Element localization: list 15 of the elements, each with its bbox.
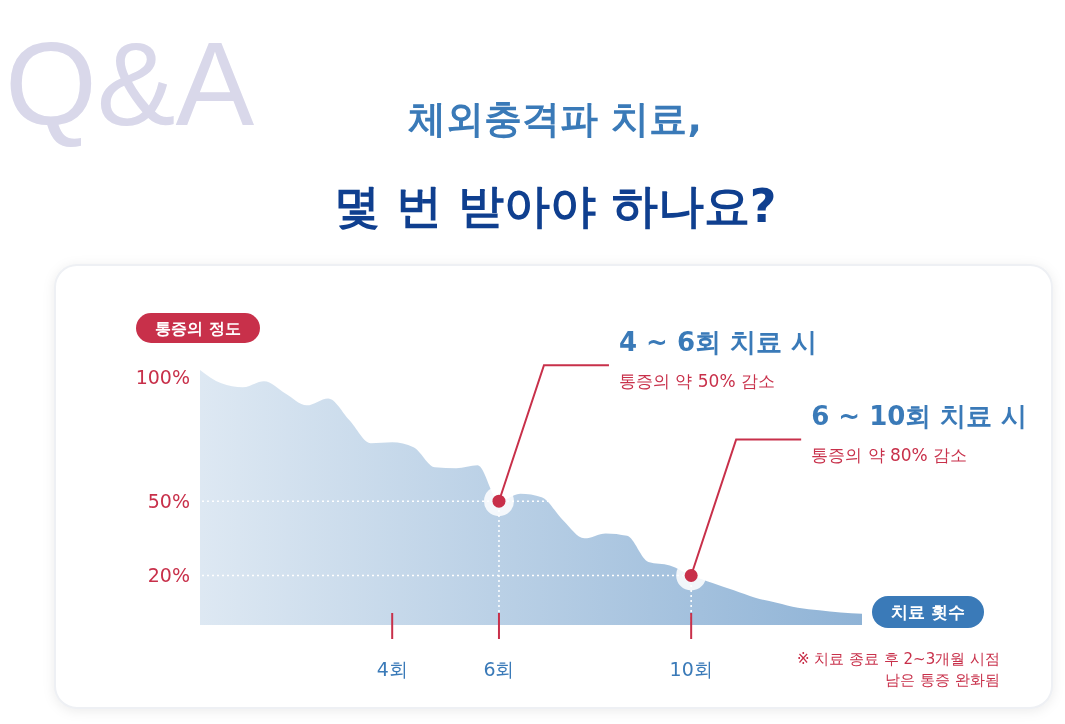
- chart-title: 체외충격파 치료,: [408, 97, 702, 141]
- x-tick-label: 10회: [669, 658, 713, 680]
- annotation: 6 ~ 10회 치료 시: [811, 401, 1028, 432]
- text: ※ 치료 종료 후 2~3개월 시점 남은 통증 완화됨: [796, 650, 1000, 689]
- annotation: 통증의 약 80% 감소: [811, 445, 968, 466]
- x-tick-label: 6회: [483, 658, 515, 680]
- y-axis-title: 통증의 정도: [155, 318, 241, 338]
- x-tick-label: 4회: [376, 658, 408, 680]
- y-tick-label: 50%: [147, 489, 190, 512]
- y-tick-label: 20%: [147, 564, 190, 587]
- annotation: 통증의 약 50% 감소: [618, 371, 775, 392]
- x-axis-title: 치료 횟수: [891, 601, 965, 622]
- y-tick-label: 100%: [135, 366, 190, 389]
- annotation: 4 ~ 6회 치료 시: [618, 327, 818, 358]
- chart-subtitle: 몇 번 받아야 하나요?: [333, 179, 777, 233]
